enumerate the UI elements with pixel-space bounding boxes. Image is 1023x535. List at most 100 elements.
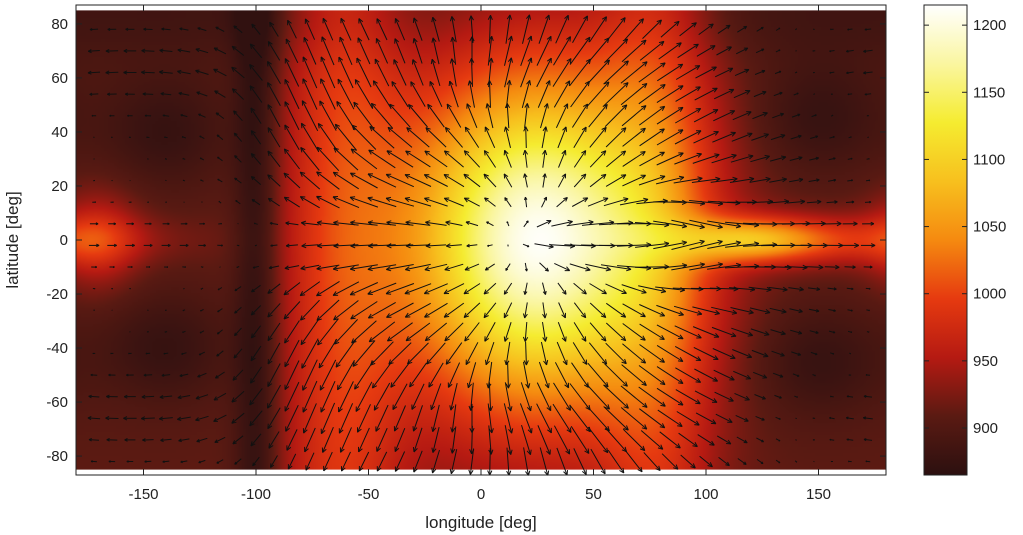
wind-vector-head xyxy=(604,81,610,87)
wind-vector xyxy=(716,46,732,56)
wind-vector xyxy=(714,67,734,78)
wind-vector xyxy=(655,286,685,291)
wind-vector-head xyxy=(250,130,256,136)
wind-vector-head xyxy=(764,331,770,336)
wind-vector xyxy=(731,327,753,336)
wind-vector-head xyxy=(217,178,220,181)
wind-vector-head xyxy=(762,112,768,117)
wind-vector xyxy=(622,151,646,167)
wind-vector-head xyxy=(486,383,492,389)
wind-vector-head xyxy=(249,420,255,427)
wind-vector-head xyxy=(565,80,571,86)
wind-vector xyxy=(250,366,262,384)
wind-vector-head xyxy=(620,17,626,23)
wind-vector-head xyxy=(580,312,587,319)
wind-vector xyxy=(463,283,481,295)
wind-vector xyxy=(537,425,551,455)
wind-vector xyxy=(425,244,447,247)
wind-vector xyxy=(692,306,720,315)
wind-vector-head xyxy=(523,290,528,295)
wind-vector xyxy=(689,263,723,271)
wind-vector-head xyxy=(410,81,416,87)
wind-vector-head xyxy=(585,266,591,272)
wind-vector-head xyxy=(375,38,381,44)
wind-vector-head xyxy=(334,123,341,130)
wind-vector-head xyxy=(110,352,112,355)
wind-vector xyxy=(358,18,370,41)
wind-vector xyxy=(334,319,358,345)
wind-vector-head xyxy=(195,48,200,53)
wind-vector-head xyxy=(375,426,381,432)
wind-vector-head xyxy=(335,362,341,368)
wind-vector xyxy=(638,386,666,407)
wind-vector-head xyxy=(468,405,474,411)
wind-vector-head xyxy=(131,243,135,248)
wind-vector-head xyxy=(526,449,532,456)
wind-vector-head xyxy=(507,449,513,455)
colorbar-tick-label: 950 xyxy=(973,353,998,370)
y-tick-label: 20 xyxy=(51,178,68,195)
wind-vector-head xyxy=(542,126,548,132)
wind-vector-head xyxy=(563,197,568,202)
wind-vector-head xyxy=(659,335,665,340)
wind-vector xyxy=(736,436,748,444)
wind-vector-head xyxy=(545,80,551,86)
wind-vector xyxy=(756,437,764,443)
wind-vector xyxy=(711,306,737,314)
wind-vector-head xyxy=(467,382,472,389)
wind-vector-head xyxy=(484,336,490,342)
wind-vector xyxy=(863,49,873,52)
wind-vector-head xyxy=(268,265,273,270)
wind-vector-head xyxy=(717,262,723,268)
wind-vector-head xyxy=(851,200,855,204)
wind-vector xyxy=(285,222,299,226)
wind-vector-head xyxy=(159,70,164,75)
wind-vector xyxy=(536,35,552,66)
wind-vector xyxy=(524,322,528,342)
wind-vector xyxy=(808,179,820,182)
wind-vector xyxy=(466,244,478,247)
wind-vector xyxy=(639,344,665,363)
wind-vector xyxy=(444,150,464,168)
wind-vector-head xyxy=(406,127,412,133)
wind-vector-head xyxy=(340,17,346,24)
wind-vector-head xyxy=(544,383,550,389)
wind-vector xyxy=(485,263,495,271)
wind-vector-head xyxy=(143,373,147,377)
wind-vector xyxy=(707,241,741,249)
wind-vector xyxy=(269,222,279,225)
wind-vector xyxy=(304,18,316,40)
wind-vector-head xyxy=(743,439,748,444)
wind-vector-head xyxy=(316,195,322,201)
wind-vector-head xyxy=(428,382,434,388)
wind-vector xyxy=(250,130,262,145)
wind-vector-head xyxy=(640,105,647,111)
wind-vector-head xyxy=(128,352,130,355)
wind-vector-head xyxy=(130,201,132,203)
wind-vector-head xyxy=(642,402,648,408)
wind-vector-head xyxy=(659,128,665,134)
wind-vector-head xyxy=(216,353,220,357)
wind-vector-head xyxy=(234,155,238,159)
wind-vector-head xyxy=(619,467,625,474)
wind-vector xyxy=(504,57,512,88)
wind-vector xyxy=(142,439,154,441)
x-tick-label: 50 xyxy=(585,486,602,503)
wind-vector xyxy=(605,427,627,453)
wind-vector xyxy=(368,149,396,169)
wind-vector xyxy=(405,221,431,226)
wind-vector xyxy=(406,127,430,148)
wind-vector-head xyxy=(542,149,548,156)
wind-vector-head xyxy=(385,289,392,295)
wind-vector xyxy=(463,173,481,188)
wind-vector-head xyxy=(833,178,837,182)
wind-vector xyxy=(350,264,378,270)
wind-vector-head xyxy=(130,265,133,269)
wind-vector xyxy=(450,449,458,474)
wind-vector-head xyxy=(249,43,256,50)
wind-vector-head xyxy=(542,290,547,295)
wind-vector xyxy=(445,342,463,365)
wind-vector xyxy=(267,407,281,429)
